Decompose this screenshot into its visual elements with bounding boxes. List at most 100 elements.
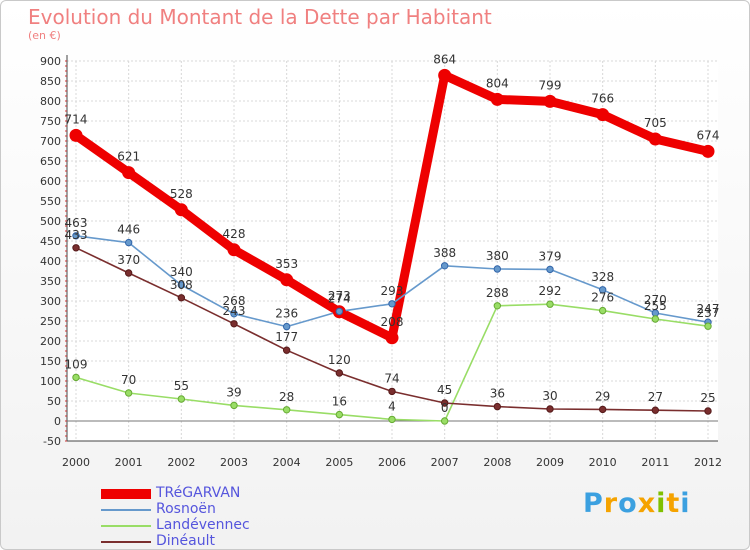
data-label: 243 xyxy=(223,304,246,318)
data-point xyxy=(230,401,238,410)
data-label: 340 xyxy=(170,265,193,279)
data-point xyxy=(177,294,186,302)
y-tick-label: 400 xyxy=(40,255,61,268)
data-label: 208 xyxy=(381,315,404,329)
x-tick-label: 2011 xyxy=(641,456,669,469)
data-label: 274 xyxy=(328,291,351,305)
y-tick-label: 150 xyxy=(40,355,61,368)
data-label: 28 xyxy=(279,390,294,404)
data-point xyxy=(177,281,186,289)
data-label: 29 xyxy=(595,389,610,403)
x-tick-label: 2007 xyxy=(431,456,459,469)
data-label: 353 xyxy=(275,257,298,271)
data-label: 380 xyxy=(486,249,509,263)
data-label: 388 xyxy=(433,246,456,260)
data-label: 36 xyxy=(490,387,505,401)
data-label: 247 xyxy=(697,302,720,316)
x-tick-label: 2008 xyxy=(483,456,511,469)
data-label: 328 xyxy=(591,270,614,284)
data-label: 446 xyxy=(117,223,140,237)
y-tick-label: 200 xyxy=(40,335,61,348)
data-label: 292 xyxy=(539,284,562,298)
data-point xyxy=(335,307,344,316)
data-label: 74 xyxy=(384,371,399,385)
chart-title: Evolution du Montant de la Dette par Hab… xyxy=(28,5,492,29)
data-point xyxy=(282,346,291,354)
data-label: 804 xyxy=(486,76,509,90)
data-label: 308 xyxy=(170,278,193,292)
y-tick-label: 600 xyxy=(40,175,61,188)
data-label: 766 xyxy=(591,92,614,106)
data-point xyxy=(651,406,660,414)
data-label: 270 xyxy=(644,293,667,307)
data-label: 433 xyxy=(65,228,88,242)
data-point xyxy=(648,132,662,146)
proxiti-logo: Proxiti xyxy=(583,488,691,519)
data-point xyxy=(651,315,660,323)
data-point xyxy=(282,406,291,414)
data-label: 463 xyxy=(65,216,88,230)
y-tick-label: 250 xyxy=(40,315,61,328)
data-label: 4 xyxy=(388,399,396,413)
data-label: 55 xyxy=(174,379,189,393)
data-point xyxy=(493,302,502,310)
data-point xyxy=(335,410,344,419)
data-point xyxy=(704,322,712,330)
data-point xyxy=(388,415,396,424)
data-point xyxy=(72,373,80,382)
data-point xyxy=(543,94,557,108)
x-tick-label: 2009 xyxy=(536,456,564,469)
data-point xyxy=(438,68,452,82)
data-point xyxy=(177,395,186,403)
data-label: 864 xyxy=(433,52,456,66)
logo-letter: P xyxy=(583,488,604,519)
logo-letter: x xyxy=(637,488,657,519)
data-point xyxy=(546,300,554,308)
logo-letter: r xyxy=(603,488,619,519)
data-label: 30 xyxy=(542,389,557,403)
y-tick-label: 800 xyxy=(40,95,61,108)
data-label: 799 xyxy=(539,78,562,92)
x-tick-label: 2001 xyxy=(115,456,143,469)
data-point xyxy=(598,286,607,294)
data-label: 255 xyxy=(644,299,667,313)
y-tick-label: 100 xyxy=(40,375,61,388)
data-point xyxy=(385,331,399,345)
data-label: 273 xyxy=(328,289,351,303)
data-point xyxy=(546,405,554,413)
x-tick-label: 2012 xyxy=(694,456,722,469)
data-label: 27 xyxy=(648,390,663,404)
data-point xyxy=(227,243,241,257)
x-tick-label: 2003 xyxy=(220,456,248,469)
data-label: 16 xyxy=(332,395,347,409)
data-label: 268 xyxy=(223,294,246,308)
y-tick-label: 900 xyxy=(40,55,61,68)
x-tick-label: 2002 xyxy=(167,456,195,469)
data-point xyxy=(280,273,294,287)
x-tick-label: 2010 xyxy=(589,456,617,469)
logo-letter: i xyxy=(680,488,691,519)
x-tick-label: 2006 xyxy=(378,456,406,469)
data-point xyxy=(546,265,554,274)
data-point xyxy=(598,306,607,315)
data-label: 236 xyxy=(275,307,298,321)
data-label: 0 xyxy=(441,401,449,415)
data-point xyxy=(440,417,449,425)
x-tick-label: 2005 xyxy=(325,456,353,469)
data-label: 276 xyxy=(591,291,614,305)
legend-label: Rosnoën xyxy=(156,501,216,517)
data-label: 621 xyxy=(117,150,140,164)
data-point xyxy=(124,238,133,247)
data-label: 714 xyxy=(65,112,88,126)
data-label: 379 xyxy=(539,249,562,263)
data-point xyxy=(490,92,504,106)
data-label: 237 xyxy=(697,306,720,320)
data-point xyxy=(493,265,502,273)
data-label: 177 xyxy=(275,330,298,344)
data-point xyxy=(388,300,396,308)
chart-subtitle: (en €) xyxy=(28,29,61,42)
legend-label: Dinéault xyxy=(156,533,215,549)
data-point xyxy=(72,232,80,240)
